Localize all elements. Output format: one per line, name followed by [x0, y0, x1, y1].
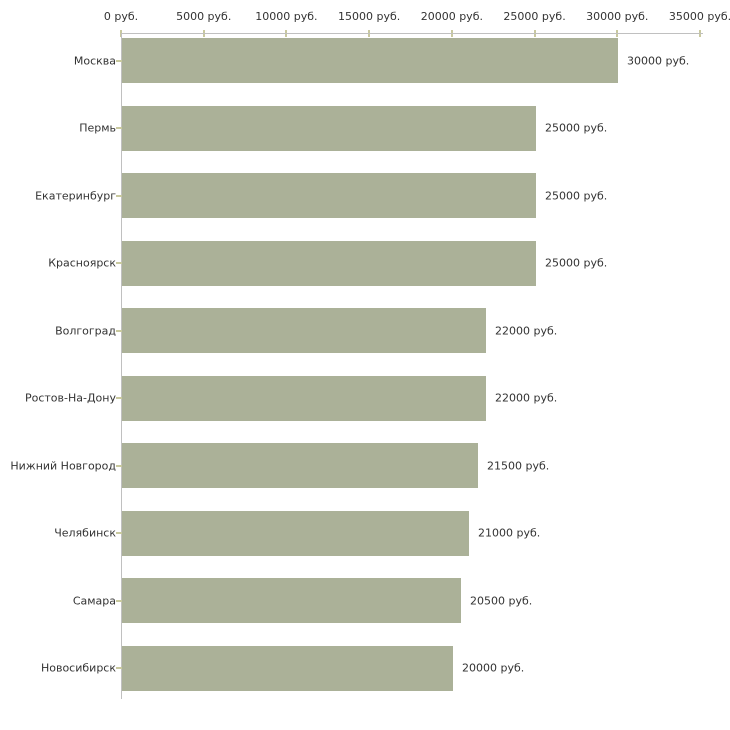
x-axis-tick-label: 15000 руб.: [338, 10, 401, 23]
x-axis-tick-label: 20000 руб.: [420, 10, 483, 23]
bar: [122, 173, 536, 218]
bar: [122, 578, 461, 623]
category-label: Волгоград: [55, 324, 116, 337]
category-label: Нижний Новгород: [10, 459, 116, 472]
value-label: 22000 руб.: [495, 391, 558, 405]
category-label: Самара: [72, 594, 116, 607]
value-label: 20500 руб.: [470, 594, 533, 607]
bar: [122, 375, 486, 421]
bar: [122, 240, 536, 286]
category-label: Новосибирск: [40, 661, 116, 675]
x-axis-tick-label: 35000 руб.: [668, 10, 730, 23]
bar: [122, 510, 469, 556]
y-axis-line: [121, 33, 122, 699]
bar: [122, 105, 536, 151]
value-label: 30000 руб.: [627, 54, 690, 67]
bar: [122, 308, 486, 353]
x-axis-tick-label: 10000 руб.: [255, 10, 318, 23]
value-label: 25000 руб.: [545, 256, 608, 270]
category-label: Москва: [73, 54, 116, 67]
category-label: Ростов-На-Дону: [24, 391, 116, 405]
y-axis-tick-mark: [116, 194, 122, 197]
y-axis-tick-mark: [116, 667, 122, 669]
y-axis-tick-mark: [116, 532, 122, 534]
x-axis-line: [121, 33, 703, 34]
bar: [122, 443, 478, 488]
category-label: Екатеринбург: [35, 189, 116, 202]
value-label: 25000 руб.: [545, 121, 608, 135]
category-label: Красноярск: [48, 256, 116, 270]
y-axis-tick-mark: [116, 329, 122, 332]
x-axis-tick-label: 25000 руб.: [503, 10, 566, 23]
y-axis-tick-mark: [116, 397, 122, 399]
y-axis-tick-mark: [116, 464, 122, 467]
value-label: 21000 руб.: [478, 526, 541, 540]
bar: [122, 645, 453, 691]
value-label: 20000 руб.: [462, 661, 525, 675]
y-axis-tick-mark: [116, 59, 122, 62]
value-label: 21500 руб.: [487, 459, 550, 472]
y-axis-tick-mark: [116, 262, 122, 264]
value-label: 25000 руб.: [545, 189, 608, 202]
value-label: 22000 руб.: [495, 324, 558, 337]
category-label: Пермь: [79, 121, 116, 135]
x-axis-tick-label: 5000 руб.: [176, 10, 232, 23]
x-axis-tick-label: 30000 руб.: [586, 10, 649, 23]
bar: [122, 38, 618, 83]
x-axis-tick-label: 0 руб.: [103, 10, 139, 23]
y-axis-tick-mark: [116, 599, 122, 602]
category-label: Челябинск: [54, 526, 116, 540]
y-axis-tick-mark: [116, 127, 122, 129]
